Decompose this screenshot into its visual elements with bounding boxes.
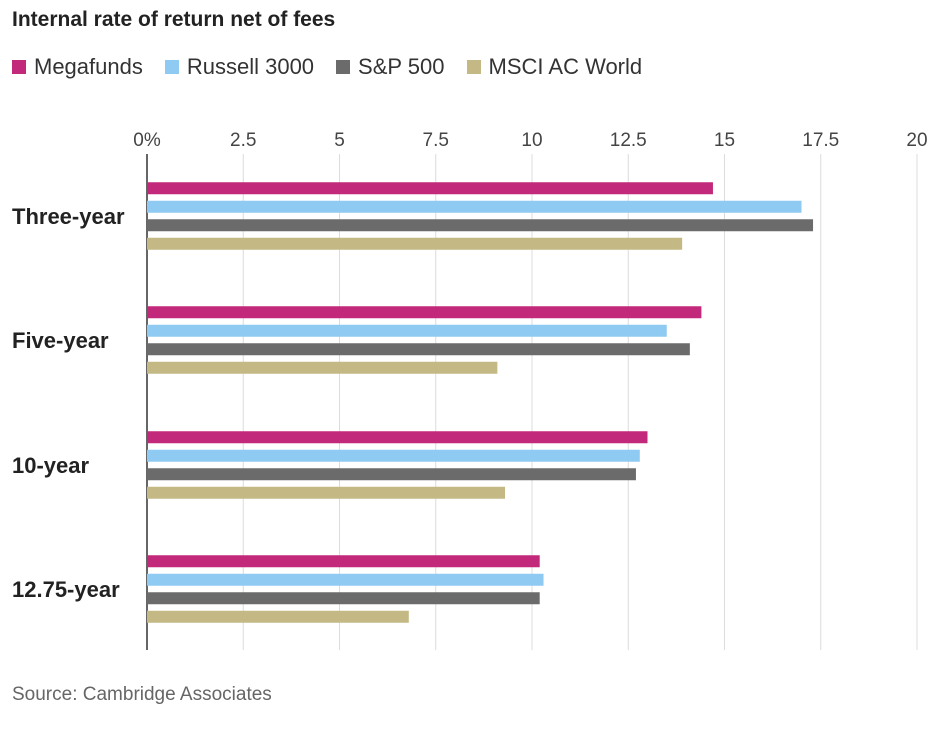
bar xyxy=(147,486,506,499)
x-tick-label: 17.5 xyxy=(802,130,839,151)
bar xyxy=(147,431,648,444)
x-tick-label: 10 xyxy=(521,130,542,151)
x-tick-label: 7.5 xyxy=(423,130,449,151)
chart-legend: Megafunds Russell 3000 S&P 500 MSCI AC W… xyxy=(12,54,664,80)
bar xyxy=(147,182,713,195)
legend-swatch-sp-500 xyxy=(336,60,351,74)
bar xyxy=(147,306,702,319)
legend-item-megafunds: Megafunds xyxy=(12,54,143,80)
bar xyxy=(147,219,814,232)
legend-label-msci-ac-world: MSCI AC World xyxy=(488,54,643,79)
bar xyxy=(147,200,802,213)
bar xyxy=(147,555,540,568)
x-tick-label: 15 xyxy=(714,130,735,151)
category-label: Three-year xyxy=(12,204,125,229)
bar xyxy=(147,592,540,605)
bar xyxy=(147,573,544,586)
bar xyxy=(147,237,683,250)
legend-label-russell-3000: Russell 3000 xyxy=(186,54,315,79)
x-tick-label: 20 xyxy=(906,130,927,151)
legend-label-megafunds: Megafunds xyxy=(34,54,143,79)
legend-item-msci-ac-world: MSCI AC World xyxy=(466,54,643,80)
bar xyxy=(147,468,636,481)
legend-label-sp-500: S&P 500 xyxy=(358,54,445,79)
category-label: 12.75-year xyxy=(12,577,120,602)
x-tick-label: 2.5 xyxy=(230,130,256,151)
x-tick-label: 0% xyxy=(133,130,161,151)
bar xyxy=(147,324,667,337)
category-label: Five-year xyxy=(12,328,109,353)
x-tick-label: 12.5 xyxy=(610,130,647,151)
legend-item-russell-3000: Russell 3000 xyxy=(164,54,315,80)
legend-item-sp-500: S&P 500 xyxy=(336,54,445,80)
chart-title: Internal rate of return net of fees xyxy=(12,8,336,31)
legend-swatch-russell-3000 xyxy=(164,60,179,74)
bar xyxy=(147,343,690,356)
legend-swatch-megafunds xyxy=(12,60,26,74)
x-tick-label: 5 xyxy=(334,130,345,151)
bar xyxy=(147,449,640,462)
category-label: 10-year xyxy=(12,453,90,478)
bar xyxy=(147,610,409,623)
bar xyxy=(147,361,498,374)
source-note: Source: Cambridge Associates xyxy=(12,684,272,705)
legend-swatch-msci-ac-world xyxy=(466,60,481,74)
